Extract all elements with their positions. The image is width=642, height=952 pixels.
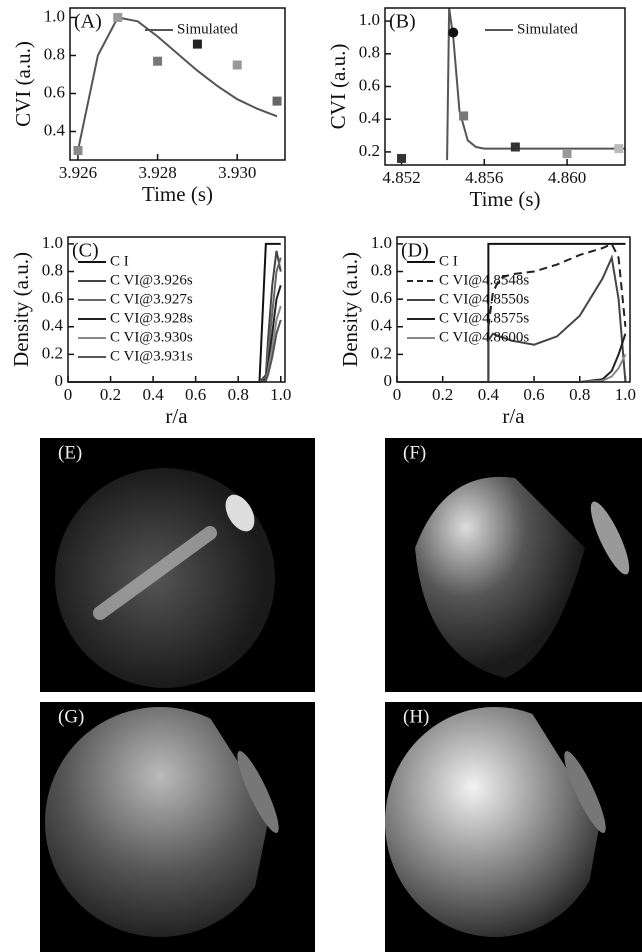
y-tick-label: 0.2 <box>42 343 63 362</box>
series-line <box>397 242 626 383</box>
plot-frame <box>67 236 286 383</box>
y-axis-label: Density (a.u.) <box>338 252 362 367</box>
legend-label: Simulated <box>177 21 238 37</box>
y-tick-label: 0.8 <box>359 43 380 62</box>
y-tick-label: 0.4 <box>371 316 393 335</box>
point <box>614 144 624 154</box>
point <box>272 96 282 106</box>
x-tick-label: 0.8 <box>228 385 249 404</box>
point <box>113 13 123 22</box>
legend-label: C VI@3.928s <box>110 310 193 326</box>
y-tick-label: 1.0 <box>42 233 63 252</box>
y-tick-label: 0.4 <box>42 316 64 335</box>
point <box>459 111 469 121</box>
x-tick-label: 3.928 <box>138 163 176 182</box>
panel-label: (C) <box>72 240 99 262</box>
x-axis-label: Time (s) <box>142 182 213 206</box>
y-tick-label: 1.0 <box>371 233 392 252</box>
point <box>510 142 520 152</box>
plot-frame <box>396 236 631 383</box>
panel-label: (D) <box>401 240 429 262</box>
image-label: (H) <box>403 706 429 727</box>
x-tick-label: 0.6 <box>523 385 544 404</box>
y-tick-label: 0.8 <box>42 260 63 279</box>
y-tick-label: 0.8 <box>371 260 392 279</box>
image-label: (F) <box>403 442 426 463</box>
legend-label: C VI@4.8548s <box>439 272 529 288</box>
y-axis-label: Density (a.u.) <box>9 252 33 367</box>
y-tick-label: 0.4 <box>359 108 381 127</box>
legend-label: C VI@4.8550s <box>439 291 529 307</box>
point <box>153 56 163 66</box>
legend-label: C VI@4.8600s <box>439 329 529 345</box>
series-line <box>446 7 625 161</box>
point <box>73 146 83 155</box>
y-tick-label: 1.0 <box>359 10 380 29</box>
point <box>562 149 572 159</box>
y-tick-label: 0.6 <box>371 288 392 307</box>
x-tick-label: 0.4 <box>478 385 500 404</box>
y-tick-label: 0.6 <box>42 288 63 307</box>
x-tick-label: 0.4 <box>142 385 164 404</box>
series-line <box>487 242 627 327</box>
image-label: (G) <box>58 706 84 727</box>
y-tick-label: 0.2 <box>359 141 380 160</box>
x-axis-label: r/a <box>502 404 525 428</box>
x-tick-label: 4.860 <box>548 168 586 187</box>
y-tick-label: 0.6 <box>44 82 65 101</box>
x-tick-label: 0.2 <box>432 385 453 404</box>
y-tick-label: 0.8 <box>44 44 65 63</box>
y-tick-label: 1.0 <box>44 6 65 25</box>
point <box>448 27 459 38</box>
x-axis-label: Time (s) <box>470 187 541 211</box>
legend-label: C VI@3.927s <box>110 291 193 307</box>
legend-label: C VI@3.931s <box>110 348 193 364</box>
panel-label: (B) <box>389 11 416 33</box>
point <box>397 153 407 163</box>
image-g: (G) <box>40 702 315 952</box>
series-line <box>76 16 278 151</box>
x-tick-label: 0.6 <box>185 385 206 404</box>
image-h: (H) <box>385 702 642 952</box>
plot-frame <box>384 7 626 166</box>
image-label: (E) <box>58 442 82 463</box>
x-tick-label: 0 <box>64 385 73 404</box>
legend-label: C I <box>439 253 458 269</box>
x-tick-label: 4.852 <box>382 168 420 187</box>
panel-label: (A) <box>74 11 102 33</box>
point <box>192 39 202 49</box>
y-axis-label: CVI (a.u.) <box>11 41 35 127</box>
y-tick-label: 0 <box>55 371 64 390</box>
image-f: (F) <box>385 438 642 692</box>
x-tick-label: 1.0 <box>615 385 636 404</box>
x-tick-label: 3.926 <box>59 163 97 182</box>
x-tick-label: 0.8 <box>569 385 590 404</box>
y-tick-label: 0.4 <box>44 120 66 139</box>
x-tick-label: 3.930 <box>218 163 256 182</box>
x-tick-label: 4.856 <box>465 168 503 187</box>
legend-label: C VI@3.926s <box>110 272 193 288</box>
y-axis-label: CVI (a.u.) <box>326 44 350 130</box>
y-tick-label: 0.2 <box>371 343 392 362</box>
legend-label: C I <box>110 253 129 269</box>
legend-label: C VI@3.930s <box>110 329 193 345</box>
series-line <box>397 353 627 383</box>
y-tick-label: 0 <box>384 371 393 390</box>
x-tick-label: 0.2 <box>100 385 121 404</box>
image-e: (E) <box>40 438 315 692</box>
legend-label: Simulated <box>517 21 578 37</box>
point <box>232 60 242 70</box>
series-line <box>397 254 627 383</box>
x-tick-label: 1.0 <box>270 385 291 404</box>
plot-frame <box>69 7 286 161</box>
x-axis-label: r/a <box>165 404 188 428</box>
legend-label: C VI@4.8575s <box>439 310 529 326</box>
x-tick-label: 0 <box>393 385 402 404</box>
y-tick-label: 0.6 <box>359 75 380 94</box>
